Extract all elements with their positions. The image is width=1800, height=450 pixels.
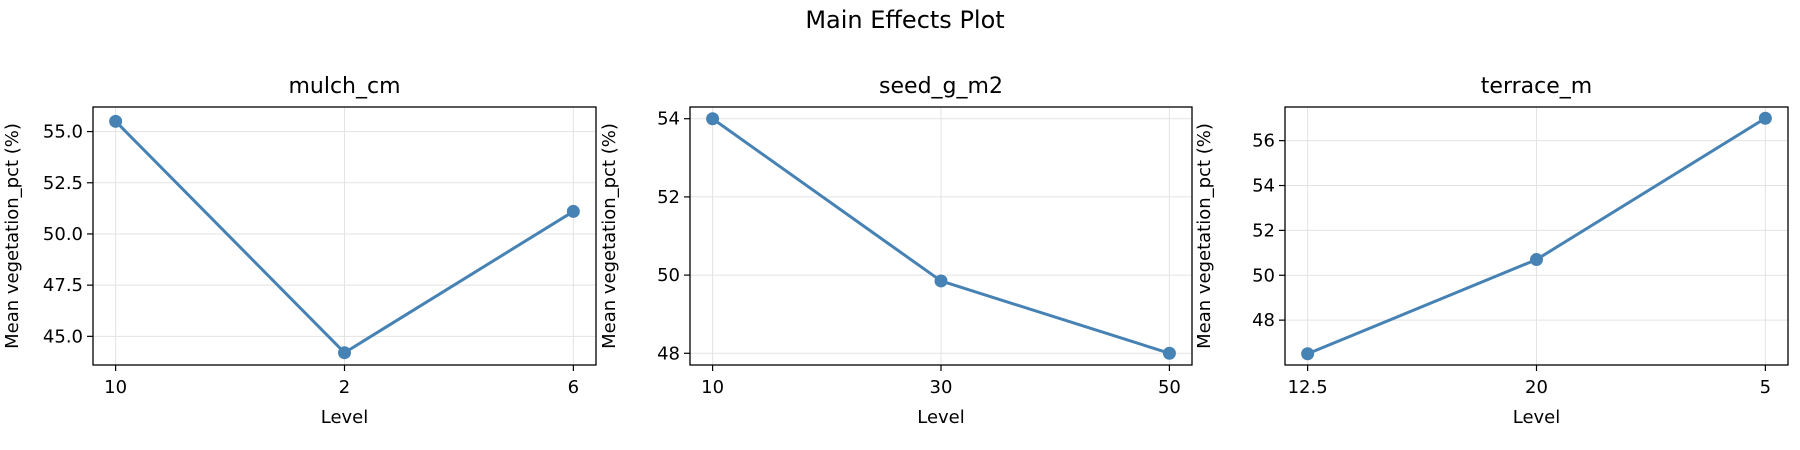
y-tick-label: 52: [657, 187, 680, 208]
y-tick-label: 50.0: [43, 224, 83, 245]
subplot-title: seed_g_m2: [879, 74, 1003, 99]
subplot-mulch_cm: 45.0 47.5 50.0 52.5 55.0 10 2 6 mulch_cm Level Mea…: [2, 74, 597, 428]
y-axis-label: Mean vegetation_pct (%): [1194, 123, 1215, 349]
x-tick-label: 50: [1158, 377, 1181, 398]
data-point: [934, 274, 948, 288]
subplot-seed_g_m2: 48 50 52 54 10 30 50 seed_g_m2 Level Mean vegetat…: [599, 74, 1193, 428]
y-tick-label: 52.5: [43, 173, 83, 194]
data-point: [706, 112, 720, 126]
x-tick-label: 20: [1525, 377, 1548, 398]
y-tick-label: 54: [1252, 176, 1275, 197]
y-tick-label: 55.0: [43, 122, 83, 143]
y-tick-label: 54: [657, 109, 680, 130]
data-point: [1758, 111, 1772, 125]
data-point: [1530, 253, 1543, 267]
x-axis-label: Level: [321, 407, 369, 428]
subplot-terrace_m: 48 50 52 54 56 12.5 20 5 terrace_m Level Mean vege…: [1194, 74, 1789, 428]
x-tick-label: 5: [1760, 377, 1771, 398]
y-tick-label: 56: [1252, 131, 1275, 152]
y-tick-label: 52: [1252, 220, 1275, 241]
x-tick-label: 10: [701, 377, 724, 398]
y-axis-label: Mean vegetation_pct (%): [599, 123, 620, 349]
data-point: [1162, 346, 1176, 360]
data-point: [566, 204, 580, 218]
y-tick-label: 48: [657, 343, 680, 364]
subplot-title: mulch_cm: [288, 74, 400, 99]
x-tick-label: 10: [104, 377, 127, 398]
figure-title: Main Effects Plot: [805, 6, 1004, 34]
y-tick-label: 50: [657, 265, 680, 286]
data-point: [338, 346, 351, 360]
x-tick-label: 30: [930, 377, 953, 398]
y-axis-label: Mean vegetation_pct (%): [2, 123, 23, 349]
y-tick-label: 50: [1252, 265, 1275, 286]
x-axis-label: Level: [917, 407, 965, 428]
x-tick-label: 6: [568, 377, 579, 398]
x-axis-label: Level: [1513, 407, 1561, 428]
y-tick-label: 48: [1252, 310, 1275, 331]
x-tick-label: 12.5: [1288, 377, 1328, 398]
y-tick-label: 47.5: [43, 275, 83, 296]
y-tick-label: 45.0: [43, 326, 83, 347]
data-point: [109, 114, 123, 128]
x-tick-label: 2: [339, 377, 350, 398]
data-point: [1301, 347, 1315, 361]
subplot-title: terrace_m: [1481, 74, 1592, 99]
